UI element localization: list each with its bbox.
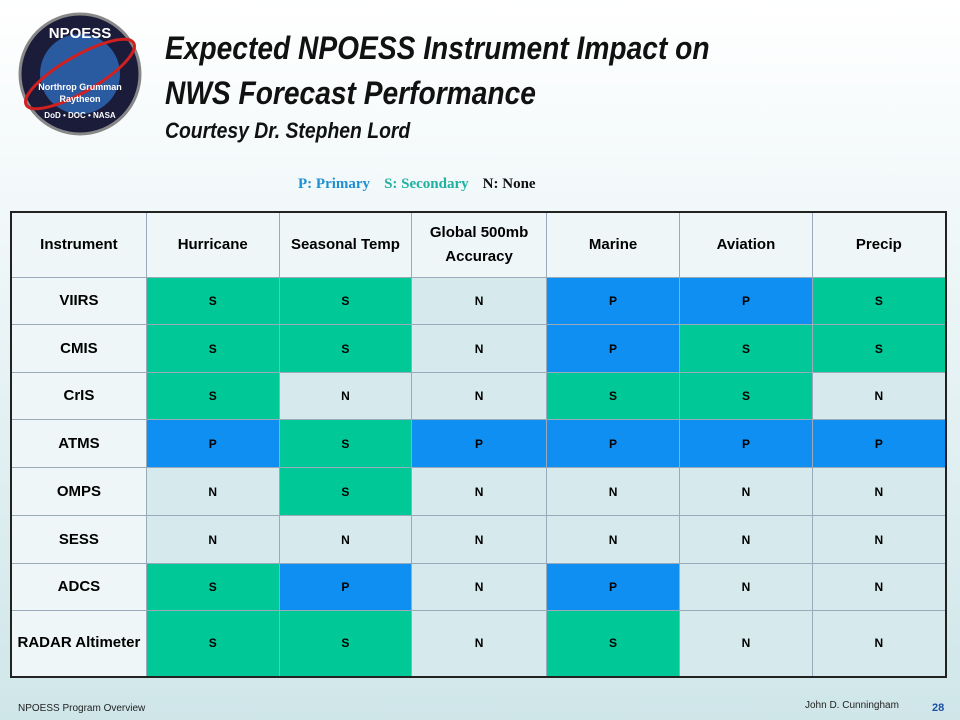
impact-cell: S (545, 610, 681, 677)
impact-cell: N (679, 515, 813, 564)
impact-cell: P (545, 324, 681, 373)
impact-cell: N (545, 515, 681, 564)
impact-cell: P (545, 277, 681, 325)
instrument-name: OMPS (10, 467, 147, 516)
logo-name: NPOESS (49, 25, 112, 42)
impact-cell: S (811, 324, 947, 373)
logo-line: Northrop Grumman (38, 82, 122, 92)
impact-cell: S (145, 324, 280, 373)
impact-cell: N (811, 610, 947, 677)
column-header: Precip (811, 211, 947, 278)
page-number: 28 (932, 702, 945, 714)
impact-cell: N (411, 324, 547, 373)
legend: P: Primary S: Secondary N: None (298, 176, 550, 193)
instrument-name: ADCS (10, 563, 147, 611)
impact-cell: N (278, 372, 413, 420)
impact-cell: S (679, 324, 813, 373)
impact-cell: P (811, 419, 947, 468)
impact-cell: P (145, 419, 280, 468)
impact-cell: P (545, 563, 681, 611)
impact-cell: N (679, 563, 813, 611)
logo: NPOESS Northrop Grumman Raytheon DoD • D… (18, 12, 142, 136)
table-row: ATMS P S P P P P (10, 419, 947, 468)
impact-cell: P (679, 419, 813, 468)
table-row: OMPS N S N N N N (10, 467, 947, 516)
impact-cell: N (811, 515, 947, 564)
column-header: Marine (545, 211, 681, 278)
instrument-name: RADAR Altimeter (10, 610, 147, 677)
impact-cell: S (278, 610, 413, 677)
impact-cell: N (545, 467, 681, 516)
column-header: Hurricane (145, 211, 280, 278)
table-row: VIIRS S S N P P S (10, 277, 947, 325)
impact-cell: N (145, 467, 280, 516)
table-row: ADCS S P N P N N (10, 563, 947, 611)
impact-cell: N (411, 563, 547, 611)
impact-cell: N (679, 610, 813, 677)
impact-cell: N (679, 467, 813, 516)
column-header: Instrument (10, 211, 147, 278)
table: Instrument Hurricane Seasonal Temp Global 5… (10, 211, 947, 678)
table-row: CMIS S S N P S S (10, 324, 947, 373)
impact-cell: S (278, 277, 413, 325)
logo-line: Raytheon (59, 94, 100, 104)
impact-cell: S (145, 372, 280, 420)
column-header: Aviation (679, 211, 813, 278)
impact-cell: S (145, 610, 280, 677)
title: NWS Forecast Performance (165, 75, 536, 111)
title: Expected NPOESS Instrument Impact on (165, 30, 710, 66)
instrument-name: SESS (10, 515, 147, 564)
impact-cell: S (278, 419, 413, 468)
impact-cell: N (811, 467, 947, 516)
impact-cell: N (411, 610, 547, 677)
footer-author: John D. Cunningham (805, 700, 899, 711)
impact-cell: P (545, 419, 681, 468)
instrument-name: CMIS (10, 324, 147, 373)
impact-cell: N (278, 515, 413, 564)
legend-item: S: Secondary (384, 176, 469, 192)
impact-cell: S (278, 467, 413, 516)
impact-cell: N (811, 563, 947, 611)
impact-cell: N (145, 515, 280, 564)
impact-cell: S (811, 277, 947, 325)
impact-cell: N (811, 372, 947, 420)
impact-cell: N (411, 467, 547, 516)
footer-left: NPOESS Program Overview (18, 703, 146, 714)
impact-cell: P (679, 277, 813, 325)
impact-cell: S (145, 277, 280, 325)
impact-cell: S (679, 372, 813, 420)
impact-cell: P (411, 419, 547, 468)
column-header: Seasonal Temp (278, 211, 413, 278)
header-row: Instrument Hurricane Seasonal Temp Global 5… (10, 211, 947, 278)
subtitle: Courtesy Dr. Stephen Lord (165, 118, 411, 143)
table-row: SESS N N N N N N (10, 515, 947, 564)
instrument-name: VIIRS (10, 277, 147, 325)
instrument-name: ATMS (10, 419, 147, 468)
impact-cell: S (545, 372, 681, 420)
impact-cell: N (411, 515, 547, 564)
column-header: Global 500mb Accuracy (411, 211, 547, 278)
legend-item: N: None (482, 176, 536, 192)
impact-cell: N (411, 277, 547, 325)
impact-cell: S (145, 563, 280, 611)
table-row: CrIS S N N S S N (10, 372, 947, 420)
impact-cell: S (278, 324, 413, 373)
table-row: RADAR Altimeter S S N S N N (10, 610, 947, 677)
impact-cell: N (411, 372, 547, 420)
legend-item: P: Primary (298, 176, 371, 192)
impact-cell: P (278, 563, 413, 611)
instrument-name: CrIS (10, 372, 147, 420)
logo-line: DoD • DOC • NASA (44, 111, 116, 120)
